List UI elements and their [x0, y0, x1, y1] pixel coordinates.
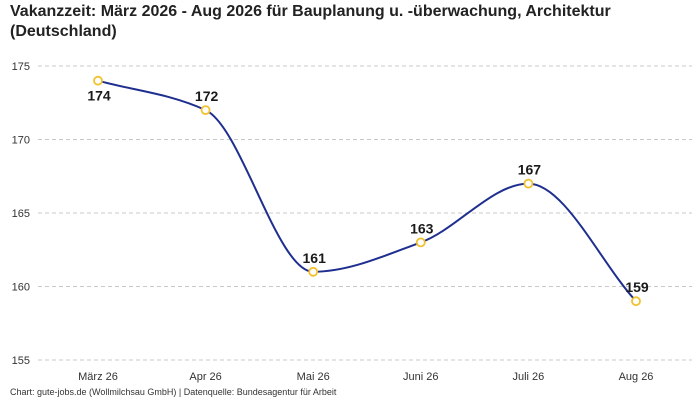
x-tick-label: Juli 26	[513, 371, 545, 383]
data-label: 172	[195, 88, 219, 104]
x-tick-label: März 26	[78, 371, 118, 383]
y-tick-label: 175	[12, 61, 30, 73]
data-labels: 174 172 161 163 167 159	[87, 88, 649, 296]
y-tick-label: 165	[12, 208, 30, 220]
data-point	[93, 75, 103, 86]
x-tick-label: Mai 26	[297, 371, 330, 383]
y-tick-label: 155	[12, 355, 30, 367]
y-tick-label: 170	[12, 135, 30, 147]
data-label: 161	[303, 250, 327, 266]
series-line	[97, 79, 637, 302]
data-label: 174	[87, 88, 111, 104]
x-tick-label: Juni 26	[403, 371, 438, 383]
x-tick-label: Aug 26	[619, 371, 654, 383]
data-point	[415, 237, 426, 248]
data-point	[631, 296, 641, 307]
x-tick-label: Apr 26	[189, 371, 221, 383]
data-label: 167	[518, 162, 542, 178]
y-axis-tick-labels: 155 160 165 170 175	[12, 61, 30, 367]
data-point	[200, 105, 211, 115]
data-points	[93, 75, 641, 307]
grid-lines	[38, 65, 692, 361]
data-label: 159	[625, 279, 649, 295]
chart-footer-source: Chart: gute-jobs.de (Wollmilchsau GmbH) …	[10, 387, 337, 397]
data-point	[308, 266, 319, 277]
data-point	[523, 178, 534, 189]
x-axis-tick-labels: März 26 Apr 26 Mai 26 Juni 26 Juli 26 Aug 26	[78, 371, 653, 383]
y-tick-label: 160	[12, 282, 30, 294]
chart-title: Vakanzzeit: März 2026 - Aug 2026 für Bau…	[10, 3, 611, 40]
data-label: 163	[410, 220, 434, 236]
